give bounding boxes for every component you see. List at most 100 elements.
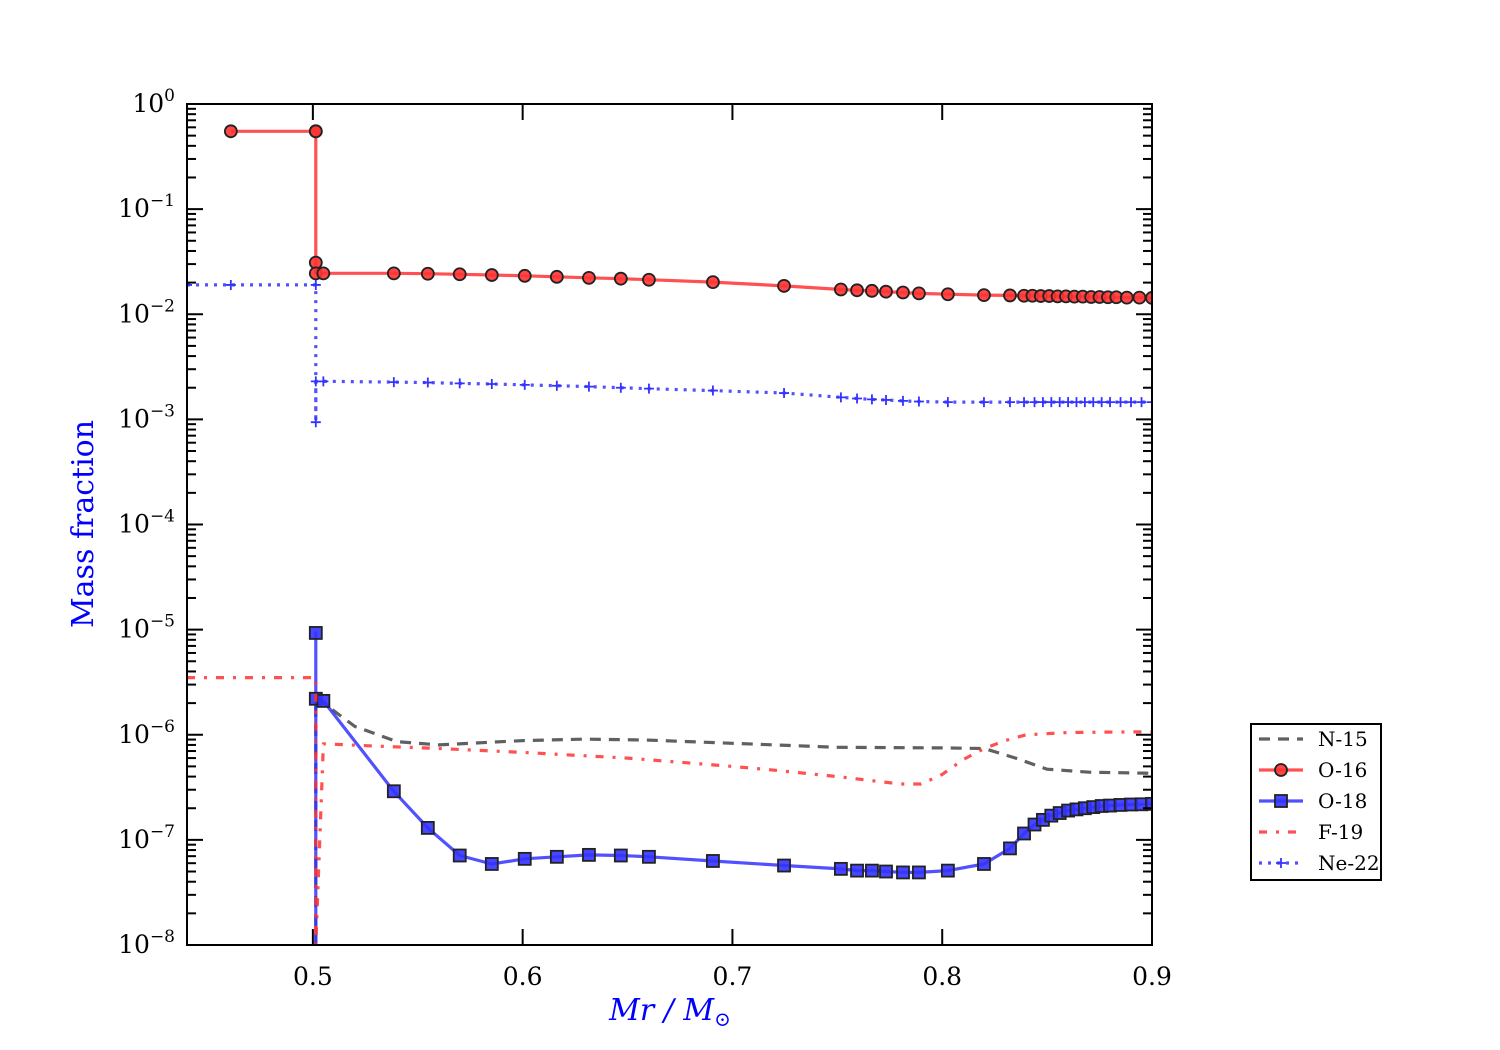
data-point <box>582 847 596 862</box>
data-point <box>1145 291 1152 305</box>
data-point <box>833 861 848 876</box>
data-point <box>1132 290 1147 305</box>
data-point <box>484 857 499 871</box>
series-line-ne-22 <box>187 283 1152 424</box>
y-tick-label: 10−2 <box>118 296 175 328</box>
data-point <box>1079 397 1090 408</box>
legend-item-o-16: O-16 <box>1259 758 1367 782</box>
data-point <box>386 784 401 799</box>
data-point <box>310 417 321 428</box>
data-point <box>897 395 908 406</box>
y-tick-label: 10−7 <box>118 822 175 854</box>
data-point <box>912 865 926 880</box>
y-tick-exponent: −2 <box>150 296 175 316</box>
data-point <box>420 266 435 281</box>
y-tick-base: 10 <box>118 404 150 433</box>
y-tick-label: 10−1 <box>118 191 175 223</box>
data-point <box>1063 397 1074 408</box>
data-point <box>613 271 628 286</box>
y-tick-label: 10−6 <box>118 717 175 749</box>
data-point <box>316 266 331 281</box>
data-point <box>187 279 192 290</box>
y-tick-exponent: −5 <box>150 612 175 632</box>
axis-ticks: 0.5 0.6 0.7 0.8 0.910010−110−210−310−410−510… <box>118 86 1172 991</box>
y-tick-exponent: −8 <box>150 927 175 947</box>
y-tick-exponent: −6 <box>150 717 175 737</box>
legend-marker <box>1276 858 1286 868</box>
y-tick-label: 10−5 <box>118 612 175 644</box>
data-point <box>517 268 532 283</box>
data-point <box>452 848 467 863</box>
data-point <box>1003 288 1017 303</box>
data-point <box>225 279 236 290</box>
data-point <box>422 377 433 388</box>
x-axis-label-main: Mr / M <box>608 993 715 1028</box>
x-tick-label: 0.7 <box>713 962 753 991</box>
series-o-16 <box>223 124 1152 305</box>
data-point <box>779 388 790 399</box>
data-point <box>318 376 329 387</box>
data-point <box>942 397 953 408</box>
data-point <box>454 378 465 389</box>
data-point <box>865 283 879 298</box>
series-n-15 <box>314 697 1152 945</box>
x-axis-label-sun: ⊙ <box>714 1007 731 1031</box>
data-point <box>896 285 910 300</box>
data-point <box>706 854 720 868</box>
y-axis-label: Mass fraction <box>66 420 101 628</box>
data-point <box>582 270 596 285</box>
series-line-o-18 <box>314 631 1152 945</box>
data-point <box>707 385 718 396</box>
legend-label: O-18 <box>1318 789 1367 813</box>
data-point <box>706 275 720 290</box>
data-point <box>866 394 877 405</box>
data-point <box>1126 397 1137 408</box>
data-point <box>1054 397 1065 408</box>
legend-label: O-16 <box>1318 758 1367 782</box>
data-point <box>388 377 399 388</box>
data-point <box>1029 397 1040 408</box>
y-tick-base: 10 <box>132 89 164 118</box>
y-tick-exponent: −3 <box>150 401 175 421</box>
data-point <box>777 279 791 293</box>
y-tick-exponent: −4 <box>150 507 175 527</box>
data-point <box>850 283 864 298</box>
data-point <box>420 820 435 835</box>
y-tick-base: 10 <box>118 299 150 328</box>
series-layer <box>187 124 1152 945</box>
data-point <box>865 863 879 878</box>
legend: N-15 O-16 O-18 F-19 Ne-22 <box>1250 723 1382 881</box>
data-point <box>1115 397 1126 408</box>
data-point <box>486 379 497 390</box>
y-tick-base: 10 <box>118 615 150 644</box>
data-point <box>1003 841 1017 856</box>
data-point <box>879 864 893 879</box>
data-point <box>1017 826 1031 841</box>
data-point <box>850 863 864 878</box>
data-point <box>1145 796 1152 811</box>
data-point <box>1019 397 1030 408</box>
data-point <box>517 851 532 866</box>
data-point <box>583 381 594 392</box>
data-point <box>1046 397 1057 408</box>
data-point <box>879 284 893 299</box>
data-point <box>308 124 323 139</box>
data-point <box>940 287 955 302</box>
data-point <box>852 393 863 404</box>
y-tick-label: 10−3 <box>118 401 175 433</box>
data-point <box>940 863 955 878</box>
legend-marker <box>1274 763 1288 777</box>
y-tick-label: 10−4 <box>118 507 175 539</box>
data-point <box>549 849 564 864</box>
x-tick-label: 0.5 <box>293 962 333 991</box>
data-point <box>977 288 991 303</box>
x-tick-label: 0.9 <box>1132 962 1172 991</box>
x-axis-label: Mr / M⊙ <box>608 993 731 1031</box>
data-point <box>1037 397 1048 408</box>
data-point <box>1088 397 1099 408</box>
data-point <box>615 382 626 393</box>
legend-label: Ne-22 <box>1318 851 1380 875</box>
x-tick-label: 0.6 <box>503 962 543 991</box>
series-line-o-16 <box>230 129 1152 300</box>
data-point <box>549 269 564 284</box>
